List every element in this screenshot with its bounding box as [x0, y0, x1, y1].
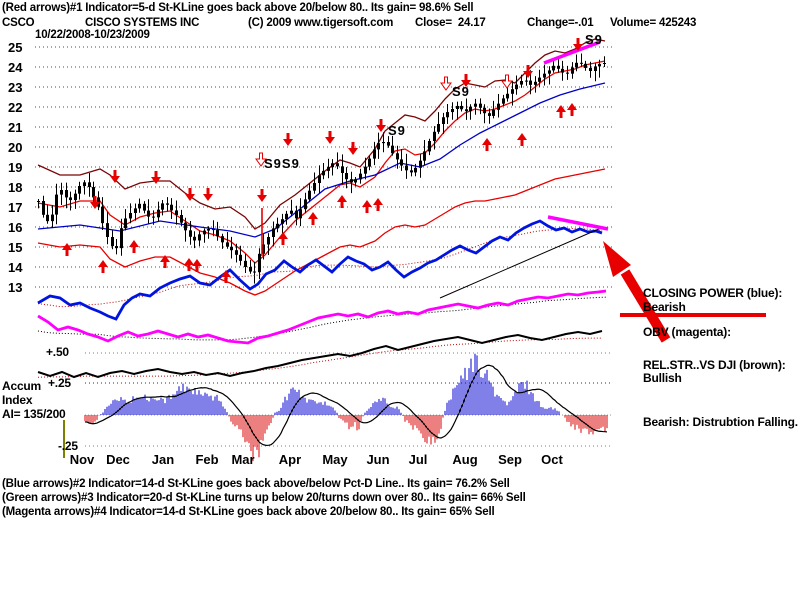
s9-signal-label: S9	[452, 84, 470, 99]
month-axis-label: Apr	[278, 452, 302, 467]
month-axis-label: Jan	[151, 452, 175, 467]
date-range: 10/22/2008-10/23/2009	[35, 29, 150, 41]
month-axis-label: Mar	[231, 452, 255, 467]
price-axis-label: 18	[8, 180, 23, 195]
ref-label-m25: -.25	[58, 439, 78, 453]
bearish-underline	[620, 313, 766, 317]
change-value: Change=-.01	[527, 17, 594, 29]
month-axis-label: Nov	[69, 452, 95, 467]
month-axis-label: Jul	[408, 452, 428, 467]
month-axis-label: Aug	[452, 452, 478, 467]
month-axis-label: May	[322, 452, 348, 467]
price-axis-label: 20	[8, 140, 23, 155]
accum-state: Bearish: Distrubtion Falling.	[643, 415, 798, 429]
obv-title: OBV (magenta):	[643, 325, 731, 339]
price-axis-label: 21	[8, 120, 23, 135]
indicator-legend-1: (Red arrows)#1 Indicator=5-d St-KLine go…	[2, 2, 474, 14]
price-axis-label: 17	[8, 200, 23, 215]
month-axis-label: Dec	[106, 452, 130, 467]
indicator-legend-3: (Green arrows)#3 Indicator=20-d St-KLine…	[2, 492, 526, 504]
indicator-legend-4: (Magenta arrows)#4 Indicator=14-d St-KLi…	[2, 506, 495, 518]
indicator-legend-2: (Blue arrows)#2 Indicator=14-d St-KLine …	[2, 478, 510, 490]
s9-signal-label: S9	[388, 123, 406, 138]
relstr-state: Bullish	[643, 371, 682, 385]
price-axis-label: 15	[8, 240, 23, 255]
price-axis-label: 23	[8, 80, 23, 95]
price-axis-label: 14	[8, 260, 23, 275]
ref-label-p25: +.25	[48, 376, 71, 390]
accum-label-1: Accum	[2, 379, 42, 393]
closing-power-state: Bearish	[643, 300, 686, 314]
ref-label-p50: +.50	[46, 345, 69, 359]
price-axis-label: 16	[8, 220, 23, 235]
month-axis-label: Sep	[498, 452, 522, 467]
price-axis-label: 13	[8, 280, 23, 295]
close-value: Close= 24.17	[415, 17, 486, 29]
volume-value: Volume= 425243	[610, 17, 697, 29]
price-axis-label: 24	[8, 60, 23, 75]
s9-signal-label: S9S9	[264, 156, 300, 171]
closing-power-title: CLOSING POWER (blue):	[643, 286, 783, 300]
month-axis-label: Feb	[195, 452, 219, 467]
price-axis-label: 22	[8, 100, 23, 115]
company-name: CISCO SYSTEMS INC	[85, 17, 200, 29]
relstr-title: REL.STR..VS DJI (brown):	[643, 358, 786, 372]
accum-label-2: Index	[2, 393, 33, 407]
s9-signal-label: S9	[585, 32, 603, 47]
copyright-text: (C) 2009 www.tigersoft.com	[248, 17, 394, 29]
month-axis-label: Oct	[541, 452, 563, 467]
month-axis-label: Jun	[366, 452, 390, 467]
price-axis-label: 25	[8, 40, 23, 55]
accum-label-3: AI= 135/200	[2, 407, 66, 421]
ticker-symbol: CSCO	[2, 17, 35, 29]
price-axis-label: 19	[8, 160, 23, 175]
